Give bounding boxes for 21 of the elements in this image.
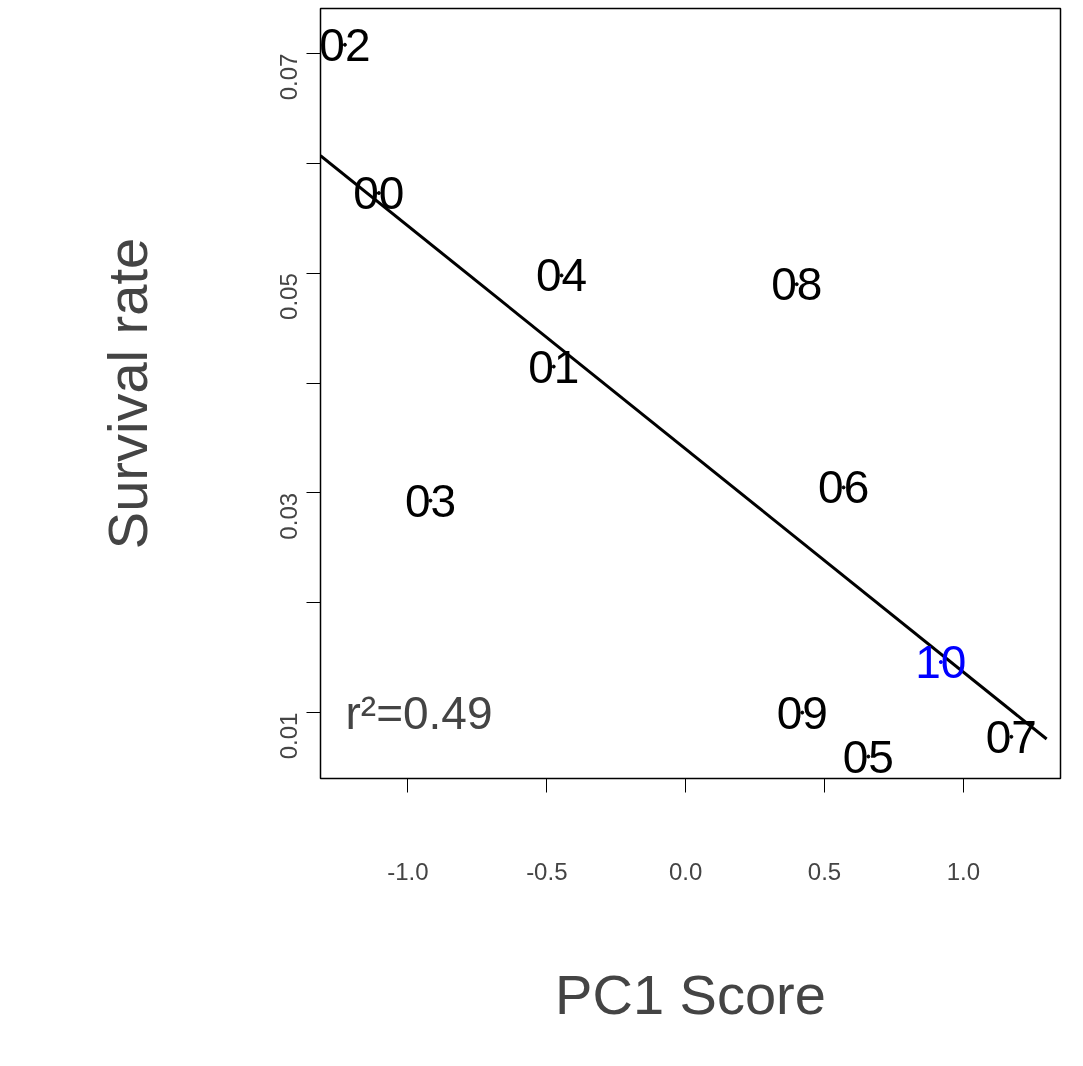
x-axis-title: PC1 Score bbox=[555, 962, 826, 1026]
x-tick-label: 1.0 bbox=[946, 857, 981, 885]
annotation: 03 bbox=[404, 474, 457, 527]
annotation: 04 bbox=[535, 249, 588, 302]
y-tick-label: 0.03 bbox=[275, 492, 302, 540]
x-tick-label: -1.0 bbox=[387, 857, 429, 885]
annotation: 06 bbox=[818, 461, 870, 514]
y-tick-label: 0.05 bbox=[275, 273, 302, 320]
annotation: 05 bbox=[842, 730, 894, 783]
x-tick-label: 0.5 bbox=[807, 857, 842, 885]
annotation: 09 bbox=[776, 686, 828, 739]
y-tick-label: 0.01 bbox=[275, 712, 302, 760]
annotation: 07 bbox=[985, 710, 1037, 763]
annotation: 08 bbox=[771, 258, 823, 311]
annotation: 01 bbox=[528, 340, 580, 393]
annotation: 02 bbox=[319, 18, 371, 71]
y-axis-title: Survival rate bbox=[95, 237, 159, 550]
x-tick-label: -0.5 bbox=[526, 857, 568, 885]
x-tick-label: 0.0 bbox=[668, 857, 703, 885]
annotation: r²=0.49 bbox=[345, 686, 493, 739]
y-tick-label: 0.07 bbox=[275, 53, 302, 101]
